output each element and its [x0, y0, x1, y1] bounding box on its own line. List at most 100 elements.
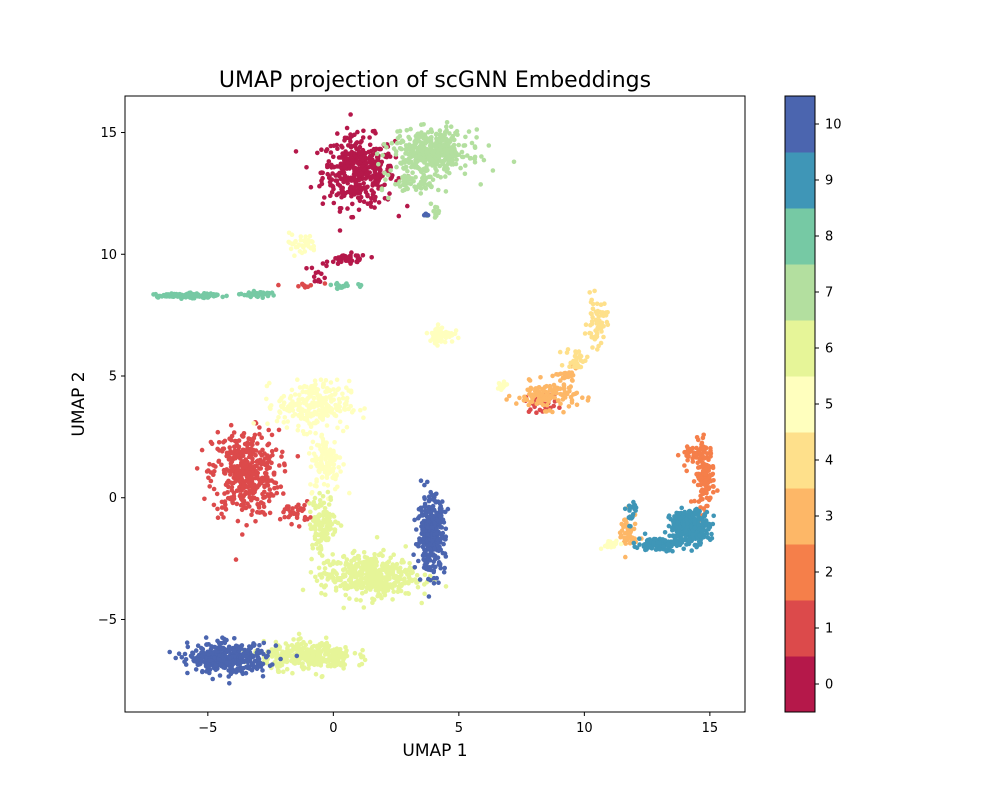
data-point — [295, 377, 300, 383]
data-point — [357, 662, 362, 668]
data-point — [367, 142, 373, 148]
data-point — [317, 498, 323, 503]
data-point — [541, 395, 547, 401]
data-point — [437, 508, 443, 514]
colorbar-segment-3 — [785, 488, 815, 545]
data-point — [705, 535, 711, 540]
data-point — [292, 240, 298, 245]
data-point — [490, 168, 496, 173]
data-point — [300, 389, 306, 395]
data-point — [375, 578, 381, 584]
data-point — [631, 540, 637, 546]
data-point — [361, 128, 366, 134]
data-point — [353, 580, 359, 585]
data-point — [356, 282, 361, 287]
data-point — [328, 380, 334, 385]
data-point — [325, 489, 331, 495]
data-point — [317, 414, 323, 420]
data-point — [305, 649, 310, 654]
plot-frame — [124, 95, 746, 713]
data-point — [236, 474, 241, 480]
data-point — [323, 378, 329, 383]
data-point — [223, 506, 228, 511]
data-point — [444, 137, 450, 143]
data-point — [347, 596, 352, 601]
data-point — [265, 293, 271, 299]
data-point — [669, 525, 675, 530]
data-point — [244, 442, 250, 448]
data-point — [296, 398, 302, 403]
data-point — [262, 456, 268, 461]
data-point — [397, 133, 403, 139]
data-point — [319, 575, 324, 580]
cluster-5-points — [251, 230, 624, 552]
data-point — [313, 527, 318, 533]
data-point — [336, 386, 342, 392]
data-point — [385, 172, 391, 178]
data-point — [384, 560, 390, 566]
data-point — [267, 405, 273, 410]
data-point — [382, 586, 388, 591]
data-point — [421, 212, 427, 218]
data-point — [352, 557, 357, 563]
data-point — [352, 132, 357, 138]
data-point — [301, 245, 306, 250]
data-point — [336, 403, 341, 409]
data-point — [309, 556, 314, 562]
data-point — [341, 605, 347, 611]
data-point — [227, 445, 232, 450]
data-point — [369, 196, 374, 201]
data-point — [259, 435, 265, 441]
data-point — [182, 651, 188, 657]
data-point — [200, 292, 206, 298]
data-point — [285, 646, 290, 651]
data-point — [665, 542, 671, 547]
data-point — [259, 500, 264, 506]
data-point — [441, 520, 447, 525]
colorbar-tick-label: 0 — [825, 678, 833, 693]
data-point — [323, 635, 329, 641]
data-point — [276, 427, 282, 433]
data-point — [662, 530, 668, 535]
data-point — [274, 418, 280, 424]
data-point — [325, 558, 331, 564]
data-point — [566, 404, 572, 409]
data-point — [325, 483, 331, 488]
data-point — [311, 653, 316, 658]
colorbar-tick-label: 1 — [825, 622, 833, 637]
data-point — [251, 421, 256, 426]
data-point — [404, 128, 410, 133]
data-point — [221, 515, 226, 520]
data-point — [361, 181, 367, 186]
colorbar-segment-9 — [785, 152, 815, 209]
data-point — [670, 548, 675, 554]
data-point — [419, 600, 425, 606]
data-point — [443, 174, 448, 179]
data-point — [382, 589, 388, 595]
data-point — [251, 290, 256, 296]
data-point — [312, 536, 318, 542]
data-point — [594, 301, 600, 307]
data-point — [338, 523, 344, 528]
data-point — [360, 591, 365, 596]
data-point — [307, 430, 313, 435]
data-point — [248, 446, 254, 451]
data-point — [436, 545, 441, 551]
data-point — [244, 474, 250, 479]
data-point — [290, 413, 296, 419]
data-point — [309, 490, 315, 495]
data-point — [387, 191, 392, 196]
data-point — [301, 238, 307, 243]
data-point — [306, 410, 312, 416]
data-point — [391, 589, 397, 594]
cluster-4-points — [557, 288, 611, 370]
data-point — [430, 563, 436, 569]
data-point — [273, 447, 279, 453]
data-point — [321, 396, 326, 401]
data-point — [239, 507, 245, 513]
data-point — [416, 558, 421, 564]
data-point — [322, 464, 328, 470]
data-point — [253, 519, 258, 524]
data-point — [422, 582, 427, 587]
